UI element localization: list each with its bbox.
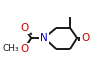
Text: O: O — [20, 44, 28, 54]
Text: O: O — [20, 23, 28, 33]
Text: N: N — [40, 33, 48, 43]
Text: O: O — [81, 33, 89, 43]
Text: CH₃: CH₃ — [2, 44, 19, 53]
